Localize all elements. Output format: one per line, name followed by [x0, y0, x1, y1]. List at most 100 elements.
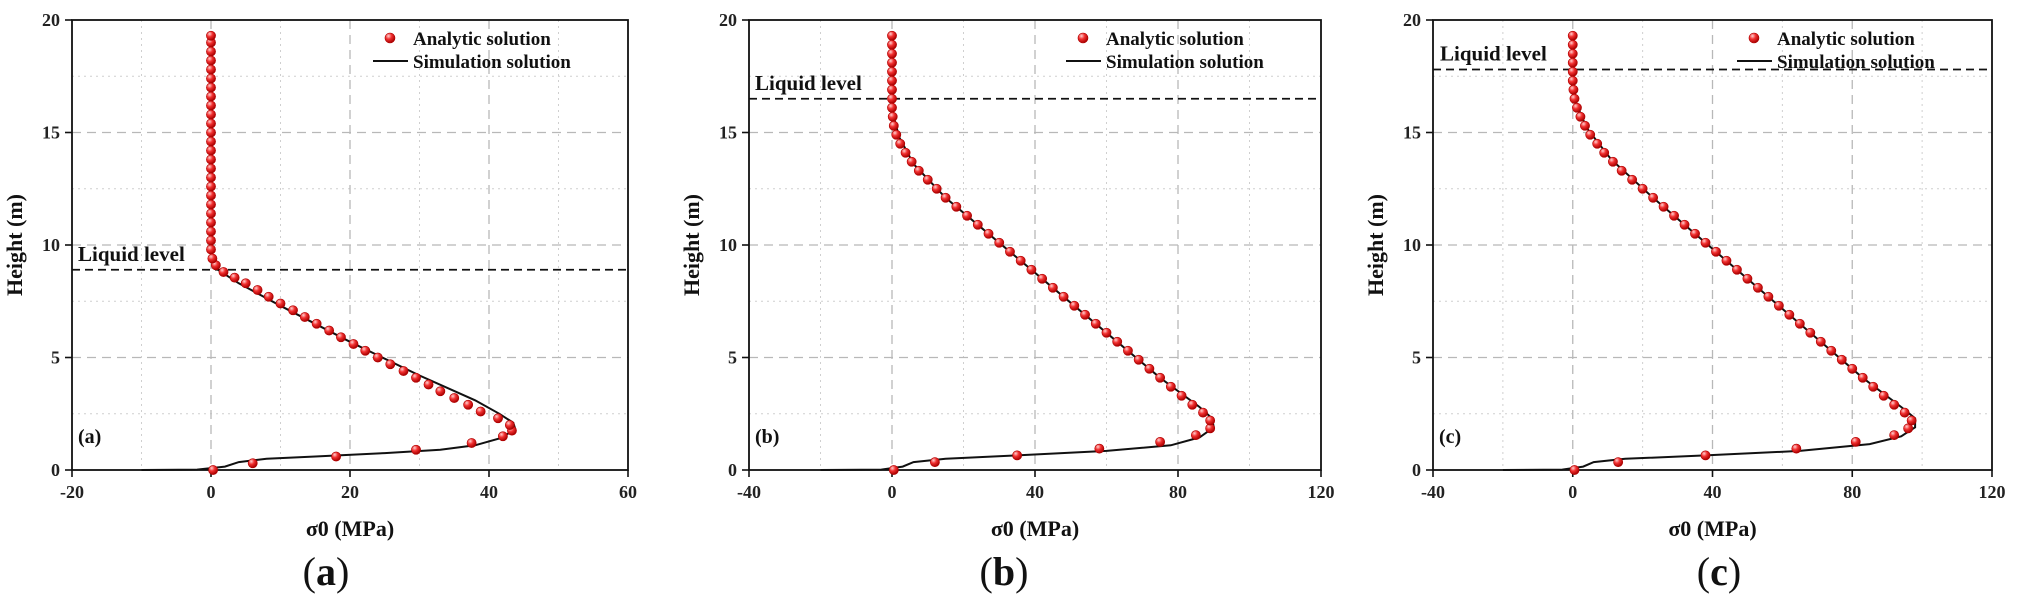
- analytic-solution-point: [348, 339, 359, 349]
- analytic-solution-point: [983, 228, 994, 239]
- analytic-solution-point: [1176, 390, 1187, 401]
- analytic-solution-point: [1791, 443, 1802, 454]
- legend-marker-analytic: [384, 32, 396, 44]
- analytic-solution-point: [1592, 138, 1603, 149]
- analytic-solution-point: [1878, 390, 1889, 401]
- analytic-solution-point: [263, 291, 274, 302]
- caption-open-paren: (: [1697, 549, 1710, 594]
- analytic-solution-point: [1599, 147, 1610, 158]
- analytic-solution-point: [275, 298, 286, 309]
- analytic-solution-point: [887, 39, 897, 50]
- analytic-solution-point: [1868, 381, 1879, 392]
- analytic-solution-point: [1627, 174, 1638, 185]
- analytic-solution-point: [951, 201, 962, 212]
- analytic-solution-point: [247, 458, 258, 469]
- y-tick-label: 0: [1412, 460, 1421, 480]
- analytic-solution-point: [1658, 201, 1669, 212]
- analytic-solution-point: [1568, 84, 1579, 95]
- panel-tag: (b): [755, 426, 779, 448]
- x-tick-label: 40: [1704, 482, 1722, 502]
- x-tick-label: 0: [207, 482, 216, 502]
- panel-tag: (a): [78, 426, 101, 448]
- analytic-solution-point: [1198, 407, 1208, 418]
- analytic-solution-point: [1773, 300, 1784, 311]
- analytic-solution-point: [1889, 399, 1900, 410]
- caption-open-paren: (: [980, 549, 993, 594]
- x-axis-title: σ0 (MPa): [306, 516, 394, 541]
- analytic-solution-point: [1567, 75, 1578, 86]
- analytic-solution-point: [1187, 399, 1198, 410]
- caption-letter: b: [993, 549, 1015, 594]
- analytic-solution-point: [931, 183, 942, 194]
- analytic-solution-point: [994, 237, 1005, 248]
- analytic-solution-point: [206, 100, 216, 111]
- analytic-solution-point: [466, 438, 477, 448]
- analytic-solution-point: [493, 413, 503, 424]
- x-tick-label: -40: [737, 482, 761, 502]
- analytic-solution-point: [1569, 93, 1580, 104]
- x-tick-label: 0: [1568, 482, 1577, 502]
- x-tick-label: 0: [888, 482, 897, 502]
- analytic-solution-point: [206, 118, 216, 129]
- panel-caption: (b): [980, 549, 1029, 594]
- analytic-solution-point: [206, 235, 216, 246]
- x-tick-label: 40: [1026, 482, 1044, 502]
- legend-label-analytic: Analytic solution: [1777, 29, 1915, 50]
- legend-label-simulation: Simulation solution: [1777, 52, 1935, 73]
- analytic-solution-point: [1753, 282, 1763, 293]
- analytic-solution-point: [1732, 264, 1742, 275]
- analytic-solution-point: [1700, 237, 1711, 248]
- analytic-solution-point: [972, 219, 983, 230]
- liquid-level-label: Liquid level: [1440, 42, 1547, 66]
- analytic-solution-point: [1889, 430, 1900, 441]
- liquid-level-label: Liquid level: [78, 242, 185, 266]
- x-tick-label: 20: [341, 482, 359, 502]
- analytic-solution-point: [906, 156, 917, 167]
- analytic-solution-point: [1112, 336, 1123, 347]
- caption-letter: a: [316, 549, 336, 594]
- analytic-solution-point: [252, 285, 263, 295]
- y-tick-label: 0: [728, 460, 737, 480]
- analytic-solution-point: [1123, 345, 1133, 356]
- analytic-solution-point: [229, 272, 240, 283]
- analytic-solution-point: [206, 226, 216, 237]
- y-tick-label: 20: [719, 10, 737, 30]
- analytic-solution-point: [206, 181, 216, 192]
- analytic-solution-point: [1613, 457, 1624, 468]
- legend-label-analytic: Analytic solution: [1106, 29, 1244, 50]
- analytic-solution-point: [887, 111, 898, 122]
- analytic-solution-point: [1015, 255, 1026, 266]
- analytic-solution-point: [360, 345, 371, 356]
- analytic-solution-point: [895, 138, 906, 149]
- y-tick-label: 10: [719, 235, 737, 255]
- analytic-solution-point: [1144, 363, 1155, 374]
- analytic-solution-point: [1850, 436, 1861, 447]
- panel-tag: (c): [1439, 426, 1461, 448]
- analytic-solution-point: [1784, 309, 1795, 320]
- analytic-solution-point: [887, 30, 897, 41]
- analytic-solution-point: [206, 190, 216, 201]
- analytic-solution-point: [1090, 318, 1101, 329]
- y-tick-label: 5: [1412, 348, 1421, 368]
- analytic-solution-point: [1037, 273, 1048, 284]
- y-tick-label: 5: [728, 348, 737, 368]
- analytic-solution-point: [299, 312, 310, 322]
- analytic-solution-point: [1567, 48, 1578, 59]
- analytic-solution-point: [208, 465, 218, 475]
- analytic-solution-point: [1165, 381, 1176, 392]
- analytic-solution-point: [218, 267, 229, 277]
- x-tick-label: 120: [1979, 482, 2006, 502]
- x-tick-label: -20: [60, 482, 84, 502]
- y-tick-label: 20: [42, 10, 60, 30]
- analytic-solution-point: [1080, 309, 1090, 320]
- analytic-solution-point: [1815, 336, 1826, 347]
- x-tick-label: 80: [1843, 482, 1861, 502]
- analytic-solution-point: [1567, 39, 1578, 50]
- caption-letter: c: [1710, 549, 1728, 594]
- analytic-solution-point: [206, 109, 216, 120]
- analytic-solution-point: [1567, 30, 1578, 41]
- analytic-solution-point: [1094, 443, 1105, 454]
- y-axis-title: Height (m): [679, 194, 704, 296]
- analytic-solution-point: [1906, 415, 1917, 426]
